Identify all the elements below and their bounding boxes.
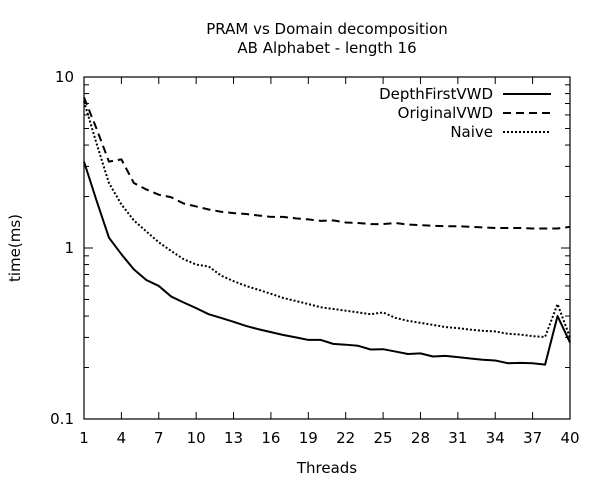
axis-ticks: 1 4 7 10 13 16 19 22 25 28 31 34 37 40 0.1 1 10 [50, 68, 579, 447]
x-tick-label: 34 [486, 429, 505, 447]
series-line-naive [83, 101, 571, 338]
legend-label: Naive [450, 123, 493, 141]
chart-subtitle: AB Alphabet - length 16 [237, 39, 416, 57]
legend-label: DepthFirstVWD [379, 85, 493, 103]
x-tick-label: 7 [154, 429, 164, 447]
x-tick-label: 22 [336, 429, 355, 447]
y-axis-label: time(ms) [6, 214, 24, 282]
x-tick-label: 19 [299, 429, 318, 447]
x-tick-label: 25 [374, 429, 393, 447]
y-tick-label: 1 [64, 239, 74, 257]
series-line-depthfirstvwd [83, 161, 571, 366]
y-tick-label: 10 [55, 68, 74, 86]
series-lines [83, 97, 571, 366]
x-tick-label: 31 [448, 429, 467, 447]
x-tick-label: 37 [523, 429, 542, 447]
x-axis-label: Threads [296, 459, 357, 477]
x-tick-label: 4 [117, 429, 127, 447]
x-tick-label: 13 [224, 429, 243, 447]
x-tick-label: 40 [560, 429, 579, 447]
x-tick-label: 10 [187, 429, 206, 447]
x-tick-label: 16 [261, 429, 280, 447]
chart-title: PRAM vs Domain decomposition [206, 20, 447, 38]
y-tick-label: 0.1 [50, 410, 74, 428]
series-line-originalvwd [83, 97, 571, 230]
x-tick-label: 1 [79, 429, 89, 447]
plot-frame [83, 76, 571, 420]
x-tick-label: 28 [411, 429, 430, 447]
legend-label: OriginalVWD [398, 104, 493, 122]
